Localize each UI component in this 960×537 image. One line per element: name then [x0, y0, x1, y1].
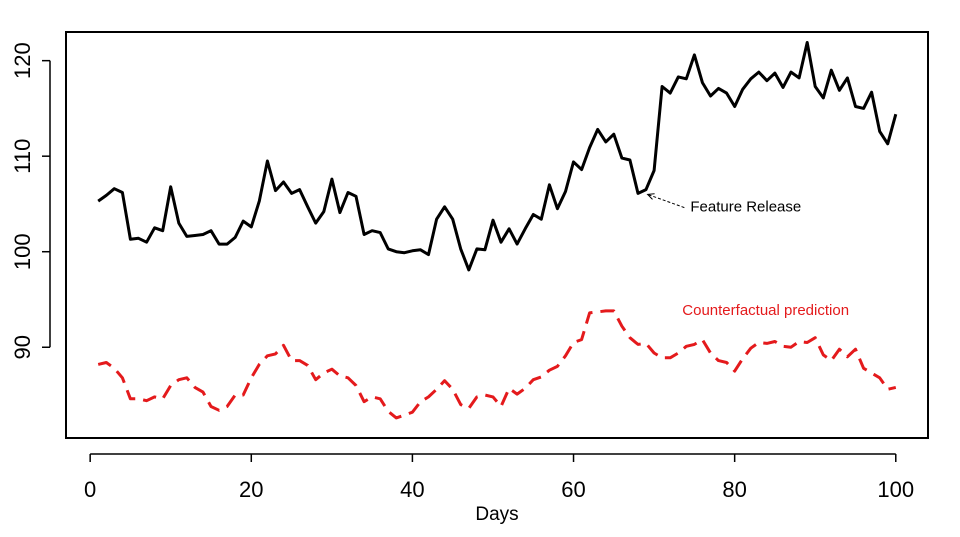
y-tick-label: 110: [10, 139, 35, 174]
y-axis: 90 100 110 120: [10, 42, 51, 359]
feature-release-arrow: [647, 193, 685, 209]
series-layer: [97, 41, 898, 420]
x-tick-label: 40: [400, 477, 424, 502]
x-axis-title: Days: [475, 504, 518, 525]
counterfactual-label: Counterfactual prediction: [682, 302, 849, 319]
x-tick-label: 80: [722, 477, 746, 502]
x-axis: 0 20 40 60 80 100: [84, 453, 914, 502]
y-tick-label: 120: [10, 42, 35, 79]
counterfactual-series-line: [97, 309, 897, 420]
feature-release-label: Feature Release: [690, 199, 801, 216]
plot-frame: [65, 31, 929, 439]
y-tick-label: 90: [10, 335, 35, 359]
x-tick-label: 0: [84, 477, 96, 502]
feature-release-arrowhead: [646, 193, 655, 200]
annotation-layer: Feature Release Counterfactual predictio…: [646, 193, 849, 319]
observed-series-line: [97, 41, 898, 272]
x-tick-label: 60: [561, 477, 585, 502]
x-tick-label: 100: [877, 477, 914, 502]
y-tick-label: 100: [10, 233, 35, 270]
x-tick-label: 20: [239, 477, 263, 502]
